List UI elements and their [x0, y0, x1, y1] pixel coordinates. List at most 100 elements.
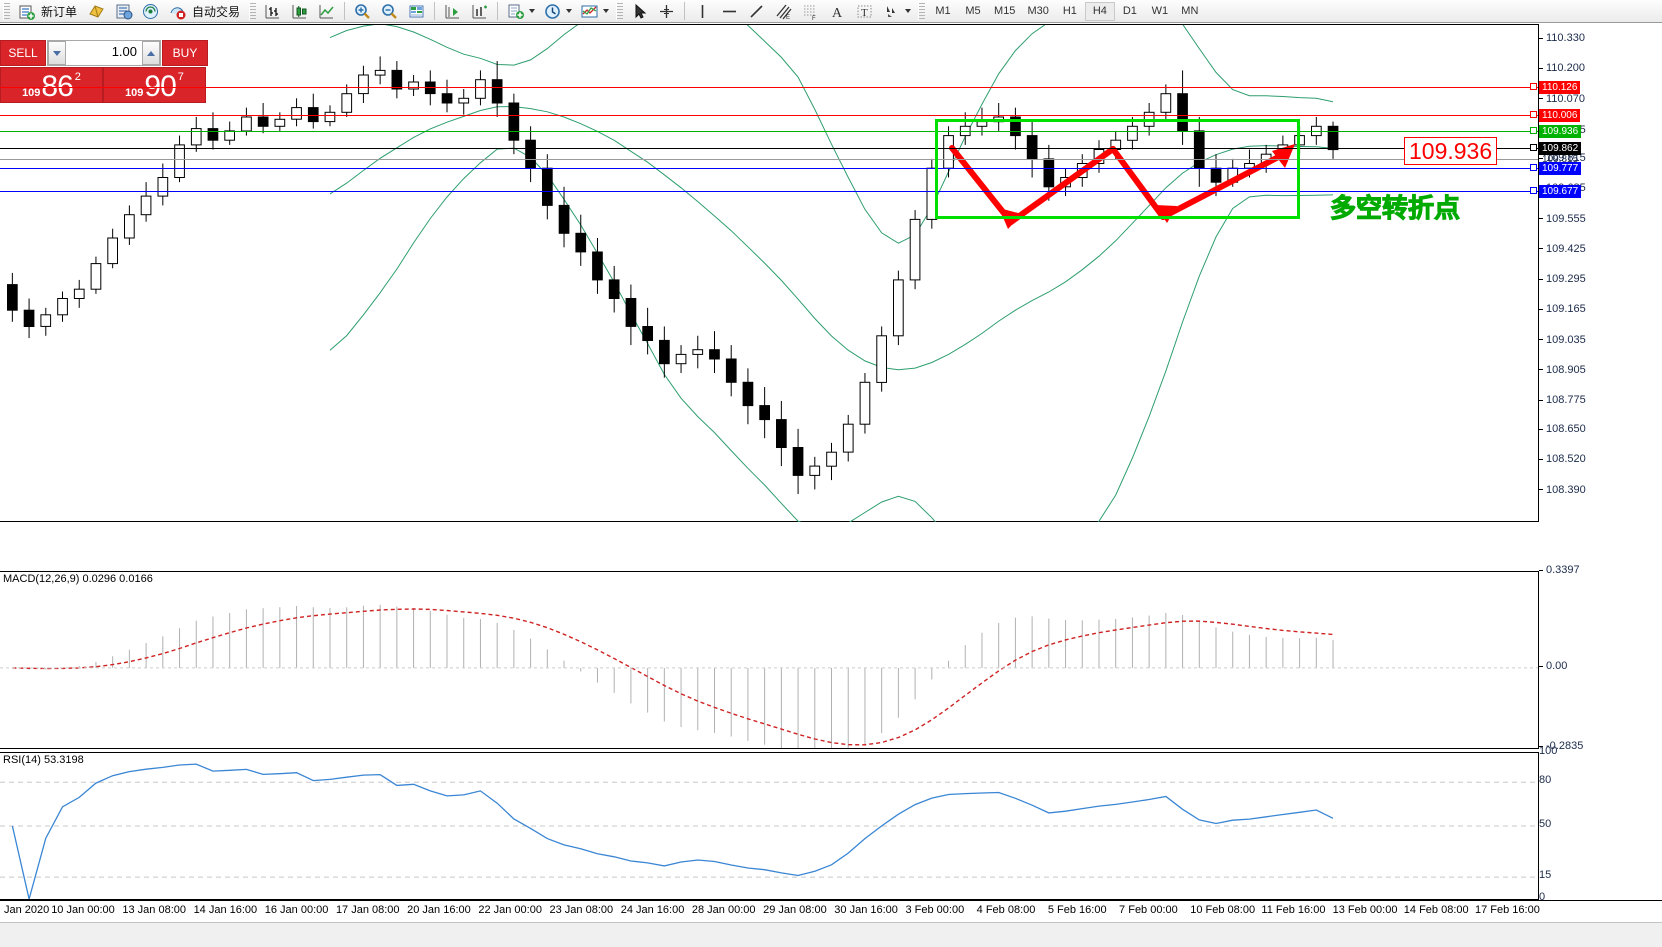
zoom-in-button[interactable]	[349, 1, 376, 22]
signals-button[interactable]	[137, 1, 164, 22]
timeframe-h4[interactable]: H4	[1084, 1, 1115, 21]
rsi-canvas[interactable]	[0, 753, 1538, 899]
rsi-pane[interactable]	[0, 752, 1538, 900]
candle-body	[257, 116, 269, 127]
rsi-tick: 80	[1539, 774, 1551, 786]
candle-body	[207, 128, 219, 141]
candle-body	[291, 107, 302, 120]
candle-body	[157, 177, 169, 197]
buy-button[interactable]: BUY	[162, 40, 208, 66]
data-window-button[interactable]	[403, 1, 430, 22]
macd-tick: 0.3397	[1539, 564, 1580, 576]
macd-pane[interactable]	[0, 571, 1538, 749]
price-level-line[interactable]	[0, 114, 1538, 116]
candle-body	[57, 298, 68, 316]
candlestick-chart-button[interactable]	[286, 1, 313, 22]
indicators-button[interactable]	[576, 1, 613, 22]
timeframe-mn[interactable]: MN	[1181, 5, 1199, 17]
candle-body	[1160, 93, 1172, 113]
candle-body	[274, 118, 286, 127]
auto-scroll-button[interactable]	[466, 1, 493, 22]
candle-body	[324, 111, 336, 123]
price-tick-label: 108.650	[1546, 423, 1586, 436]
candle-body	[408, 81, 419, 90]
price-level-line[interactable]	[0, 148, 1538, 150]
fibonacci-button[interactable]: F	[797, 1, 824, 22]
rectangle-object[interactable]	[935, 119, 1300, 219]
text-label-button[interactable]: T	[851, 1, 878, 22]
price-level-line[interactable]	[0, 130, 1538, 132]
timeframe-m30[interactable]: M30	[1027, 5, 1049, 17]
timeframe-m5[interactable]: M5	[965, 5, 981, 17]
line-chart-button[interactable]	[313, 1, 340, 22]
crosshair-button[interactable]	[653, 1, 680, 22]
toolbar-grip-2[interactable]	[249, 2, 257, 20]
volume-increase-button[interactable]	[142, 41, 160, 65]
timeframe-m1[interactable]: M1	[935, 5, 951, 17]
one-click-trading-panel[interactable]: SELL 1.00 BUY 109 86 2 109 90 7	[0, 40, 208, 103]
price-level-line[interactable]	[0, 86, 1538, 88]
templates-button[interactable]	[502, 1, 539, 22]
toolbar-grip[interactable]	[3, 2, 10, 20]
equidistant-channel-button[interactable]: E	[770, 1, 797, 22]
price-level-line[interactable]	[0, 167, 1538, 169]
price-level-handle[interactable]	[1530, 82, 1537, 90]
chart-shift-button[interactable]	[439, 1, 466, 22]
timeframe-h1[interactable]: H1	[1062, 5, 1077, 17]
text-button[interactable]: A	[824, 1, 851, 22]
period-dropdown-caret[interactable]	[566, 9, 573, 13]
price-annotation-label[interactable]: 109.936	[1404, 137, 1498, 165]
price-tick: 108.775	[1539, 394, 1586, 406]
price-level-line[interactable]	[0, 159, 1538, 161]
new-order-button[interactable]: 新订单	[13, 1, 83, 22]
zoom-out-button[interactable]	[376, 1, 403, 22]
candle-body	[174, 144, 185, 178]
period-button[interactable]	[539, 1, 576, 22]
price-axis[interactable]: 110.330110.200110.070109.935109.815109.6…	[1538, 24, 1662, 522]
hline-button[interactable]	[716, 1, 743, 22]
indicators-dropdown-caret[interactable]	[603, 9, 610, 13]
buy-price-display[interactable]: 109 90 7	[103, 67, 206, 103]
autotrading-button[interactable]: 自动交易	[164, 1, 246, 22]
timeframe-w1[interactable]: W1	[1151, 5, 1169, 17]
price-level-handle[interactable]	[1530, 187, 1537, 195]
price-level-line[interactable]	[0, 191, 1538, 193]
timeframe-d1[interactable]: D1	[1122, 5, 1137, 17]
time-tick-label: 10 Jan 00:00	[51, 904, 115, 916]
expert-advisor-button[interactable]	[83, 1, 110, 22]
candle-body	[692, 349, 704, 355]
templates-dropdown-caret[interactable]	[529, 9, 536, 13]
price-level-handle[interactable]	[1530, 163, 1537, 171]
candle-body	[358, 74, 369, 95]
terminal-button[interactable]	[110, 1, 137, 22]
sell-price-display[interactable]: 109 86 2	[0, 67, 103, 103]
volume-input[interactable]: 1.00	[111, 44, 137, 59]
price-level-handle[interactable]	[1530, 144, 1537, 152]
objects-button[interactable]	[878, 1, 915, 22]
trendline-button[interactable]	[743, 1, 770, 22]
objects-dropdown-caret[interactable]	[905, 9, 912, 13]
otp-top-row: SELL 1.00 BUY	[0, 40, 208, 66]
price-pane[interactable]	[0, 24, 1538, 522]
price-chart-canvas[interactable]	[0, 25, 1538, 522]
volume-decrease-button[interactable]	[48, 41, 66, 65]
sell-button[interactable]: SELL	[0, 40, 46, 66]
candle-body	[491, 79, 503, 104]
toolbar-grip-4[interactable]	[918, 2, 926, 20]
macd-axis[interactable]: 0.3397 0.00 -0.2835	[1538, 564, 1662, 752]
candle-body	[224, 130, 236, 141]
time-axis[interactable]: Jan 2020 10 Jan 00:00 13 Jan 08:00 14 Jan 1…	[0, 900, 1662, 922]
volume-stepper[interactable]: 1.00	[47, 40, 161, 66]
rsi-axis[interactable]: 100 80 50 15 0	[1538, 745, 1662, 903]
toolbar-grip-3[interactable]	[616, 2, 624, 20]
macd-canvas[interactable]	[0, 572, 1538, 748]
timeframe-m15[interactable]: M15	[994, 5, 1016, 17]
cursor-button[interactable]	[626, 1, 653, 22]
line-chart-icon	[317, 2, 336, 21]
price-level-handle[interactable]	[1530, 126, 1537, 134]
bar-chart-button[interactable]	[259, 1, 286, 22]
data-window-icon	[407, 2, 426, 21]
price-level-handle[interactable]	[1530, 110, 1537, 118]
vline-button[interactable]	[689, 1, 716, 22]
chinese-annotation-text[interactable]: 多空转折点	[1329, 193, 1461, 224]
